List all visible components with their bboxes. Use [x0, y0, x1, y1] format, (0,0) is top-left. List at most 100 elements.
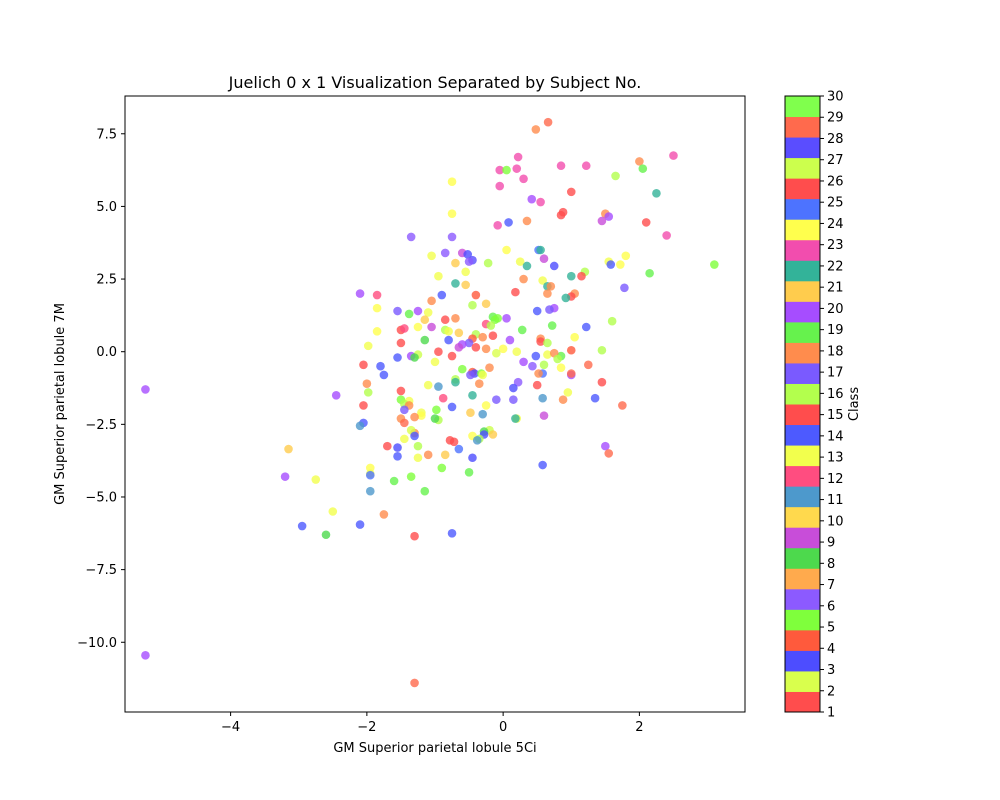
data-point [466, 370, 475, 380]
points-layer [141, 117, 719, 688]
data-point [434, 271, 443, 281]
data-point [488, 331, 498, 341]
colorbar-segment [785, 301, 820, 323]
data-point [485, 363, 494, 372]
data-point [604, 212, 614, 221]
data-point [543, 289, 552, 298]
colorbar-segment [785, 219, 820, 241]
data-point [406, 472, 416, 481]
data-point [536, 337, 545, 346]
data-point [621, 251, 631, 261]
data-point [527, 194, 537, 204]
colorbar-tick-label: 27 [827, 153, 844, 168]
y-tick-label: −2.5 [85, 418, 117, 433]
colorbar-segment [785, 568, 820, 590]
data-point [372, 290, 382, 300]
data-point [331, 390, 341, 400]
data-point [620, 283, 629, 293]
data-point [604, 449, 614, 458]
data-point [393, 452, 402, 461]
colorbar-segment [785, 96, 820, 118]
colorbar-segment [785, 137, 820, 159]
data-point [538, 276, 547, 285]
data-point [355, 289, 365, 298]
x-tick-label: 0 [499, 720, 507, 735]
data-point [463, 250, 473, 259]
data-point [581, 161, 591, 171]
data-point [488, 430, 498, 439]
data-point [464, 467, 474, 477]
data-point [321, 530, 331, 540]
data-point [393, 443, 402, 452]
data-point [566, 369, 576, 378]
data-point [531, 351, 541, 361]
data-point [363, 341, 373, 351]
data-point [577, 271, 586, 281]
colorbar-tick-label: 5 [827, 621, 835, 636]
colorbar-tick-label: 22 [827, 259, 844, 274]
data-point [597, 216, 607, 226]
colorbar-tick-label: 11 [827, 493, 844, 508]
colorbar-segment [785, 691, 820, 713]
colorbar-tick-label: 20 [827, 302, 844, 317]
x-axis-label: GM Superior parietal lobule 5Ci [333, 741, 536, 756]
colorbar-ticks: 1234567891011121314151617181920212223242… [820, 90, 844, 721]
colorbar-segment [785, 588, 820, 610]
colorbar-tick-label: 1 [827, 706, 835, 721]
data-point [478, 370, 487, 380]
data-point [543, 350, 552, 359]
data-point [511, 414, 520, 423]
data-point [538, 393, 547, 403]
data-point [522, 216, 532, 226]
data-point [566, 271, 576, 281]
data-point [284, 444, 293, 454]
colorbar-tick-label: 28 [827, 132, 844, 147]
colorbar-segment [785, 321, 820, 343]
data-point [437, 463, 447, 473]
data-point [532, 380, 542, 390]
data-point [451, 279, 460, 288]
data-point [404, 309, 414, 319]
colorbar-tick-label: 3 [827, 663, 835, 678]
data-point [519, 174, 528, 184]
data-point [311, 475, 321, 484]
data-point [423, 450, 433, 460]
colorbar-tick-label: 12 [827, 472, 844, 487]
colorbar-label: Class [847, 387, 862, 421]
data-point [478, 409, 487, 419]
data-point [451, 377, 460, 387]
data-point [406, 232, 416, 242]
data-point [539, 254, 549, 264]
data-point [427, 322, 436, 332]
colorbar-segment [785, 342, 820, 364]
data-point [440, 315, 450, 325]
data-point [486, 321, 496, 330]
data-point [471, 290, 481, 300]
data-point [359, 401, 368, 410]
data-point [410, 431, 419, 441]
colorbar-segment [785, 362, 820, 384]
data-point [468, 300, 477, 310]
data-point [434, 382, 443, 391]
colorbar-segment [785, 260, 820, 282]
data-point [466, 408, 475, 418]
data-point [454, 328, 464, 338]
data-point [583, 360, 593, 370]
colorbar-segment [785, 465, 820, 487]
colorbar-tick-label: 30 [827, 90, 844, 105]
data-point [519, 274, 528, 284]
data-point [558, 395, 568, 404]
data-point [449, 437, 459, 447]
colorbar-segment [785, 178, 820, 200]
data-point [522, 261, 532, 271]
data-point [464, 338, 474, 348]
data-point [359, 360, 368, 370]
colorbar-tick-label: 7 [827, 578, 835, 593]
colorbar-tick-label: 10 [827, 514, 844, 529]
data-point [543, 338, 552, 348]
data-point [502, 313, 511, 323]
data-point [427, 296, 436, 306]
data-point [280, 472, 290, 481]
data-point [457, 364, 467, 374]
data-point [400, 434, 409, 444]
